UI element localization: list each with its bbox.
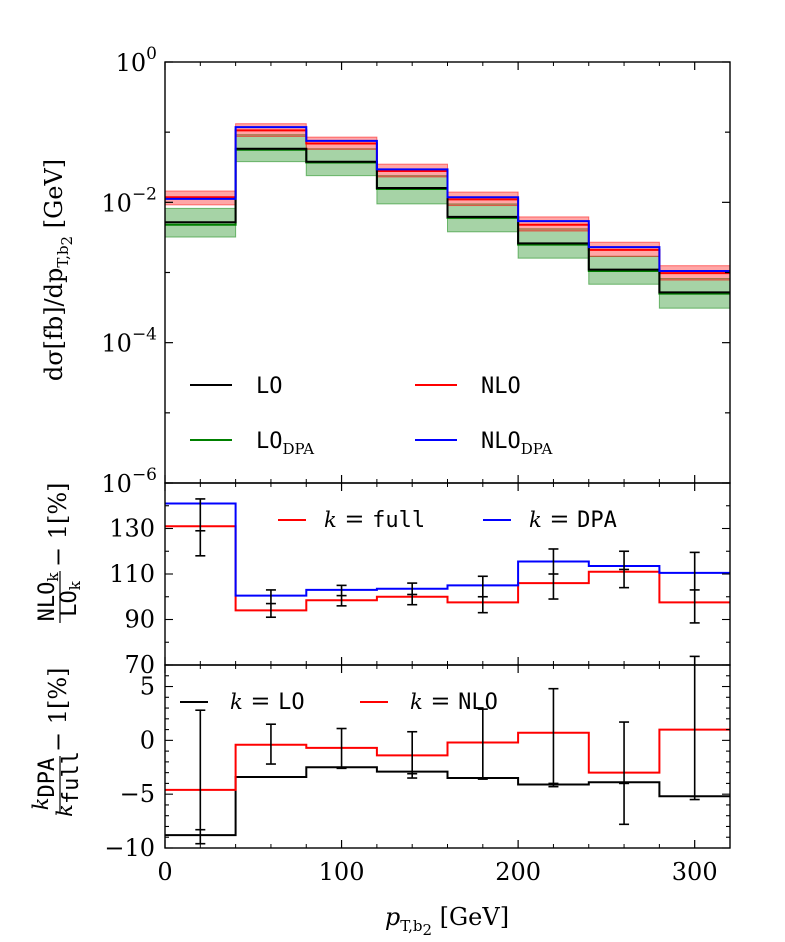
middle-y-axis-label: NLOk LOk − 1[%]	[35, 482, 84, 623]
svg-text:kDPA: kDPA	[29, 758, 60, 810]
y-tick-label: 10−2	[101, 184, 157, 217]
legend-label: LO	[256, 374, 283, 399]
legend-item-nlodpa: NLODPA	[415, 429, 552, 458]
svg-text:NLOk: NLOk	[35, 572, 62, 622]
svg-text:− 1[%]: − 1[%]	[44, 482, 72, 567]
error-bar	[689, 551, 700, 624]
top-legend: LO NLO LODPA NLODPA	[190, 374, 552, 458]
y-tick-label: 5	[140, 673, 155, 701]
error-bar	[336, 727, 347, 770]
legend-item-lodpa: LODPA	[190, 429, 314, 458]
series-line-klo	[165, 766, 730, 837]
legend-item-k-lo: k = LO	[180, 687, 305, 715]
x-tick-label: 0	[157, 858, 172, 886]
svg-text:dσ[fb]/dpT,b2 [GeV]: dσ[fb]/dpT,b2 [GeV]	[40, 159, 76, 381]
legend-label: k = DPA	[529, 505, 617, 533]
error-bar	[477, 575, 488, 614]
series-line-knlo	[165, 728, 730, 791]
bottom-legend: k = LO k = NLO	[180, 687, 498, 715]
svg-text:kfull: kfull	[53, 751, 84, 817]
y-tick-label: 110	[109, 560, 155, 588]
legend-label: LODPA	[256, 429, 314, 458]
x-tick-label: 200	[495, 858, 541, 886]
middle-legend: k = full k = DPA	[278, 505, 617, 533]
y-tick-label: 70	[124, 651, 155, 679]
y-tick-label: 0	[140, 726, 155, 754]
y-tick-label: −10	[104, 834, 155, 862]
series-line-lo	[165, 147, 730, 294]
y-tick-label: −5	[120, 780, 155, 808]
error-bar	[477, 708, 488, 780]
legend-label: k = full	[324, 505, 425, 533]
series-line-kfull	[165, 525, 730, 612]
error-bar	[265, 723, 276, 778]
error-bar	[336, 584, 347, 607]
svg-text:− 1[%]: − 1[%]	[44, 667, 72, 752]
bottom-panel: −10 −5 0 570 0 100 200 300 k = LO k = NLO	[104, 651, 731, 886]
error-bar	[619, 550, 630, 589]
legend-item-k-dpa: k = DPA	[483, 505, 617, 533]
x-tick-label: 100	[319, 858, 365, 886]
legend-label: NLODPA	[481, 429, 552, 458]
middle-panel: 90 110 130 k = full k = DPA	[109, 482, 731, 666]
error-bar	[195, 709, 206, 845]
legend-label: NLO	[481, 374, 521, 399]
error-bar	[195, 498, 206, 557]
svg-text:LOk: LOk	[57, 580, 84, 617]
legend-item-nlo: NLO	[415, 374, 521, 399]
legend-label: k = LO	[230, 687, 305, 715]
series-line-kdpa	[165, 502, 730, 597]
legend-item-k-nlo: k = NLO	[360, 687, 498, 715]
y-tick-label: 90	[124, 606, 155, 634]
middle-axes-frame	[164, 482, 731, 666]
error-bar	[407, 730, 418, 779]
error-bar	[689, 655, 700, 801]
legend-item-k-full: k = full	[278, 505, 425, 533]
bottom-y-axis-label: kDPA kfull − 1[%]	[29, 667, 84, 816]
x-axis-label: pT,b2 [GeV]	[385, 903, 509, 939]
top-panel: 100 10−2 10−4 10−6 LO NLO LODPA NLODPA	[101, 44, 731, 498]
error-bar	[548, 548, 559, 600]
error-bar	[265, 589, 276, 619]
legend-label: k = NLO	[410, 687, 498, 715]
x-tick-label: 300	[672, 858, 718, 886]
y-tick-label: 10−6	[101, 465, 157, 498]
top-y-axis-label: dσ[fb]/dpT,b2 [GeV]	[40, 159, 76, 381]
legend-item-lo: LO	[190, 374, 283, 399]
error-bar	[407, 582, 418, 606]
error-bar	[619, 721, 630, 826]
series-line-nlo-dpa	[165, 126, 730, 272]
y-tick-label: 130	[109, 515, 155, 543]
y-tick-label: 10−4	[101, 325, 157, 358]
error-bar	[548, 687, 559, 788]
y-tick-label: 100	[116, 44, 157, 77]
